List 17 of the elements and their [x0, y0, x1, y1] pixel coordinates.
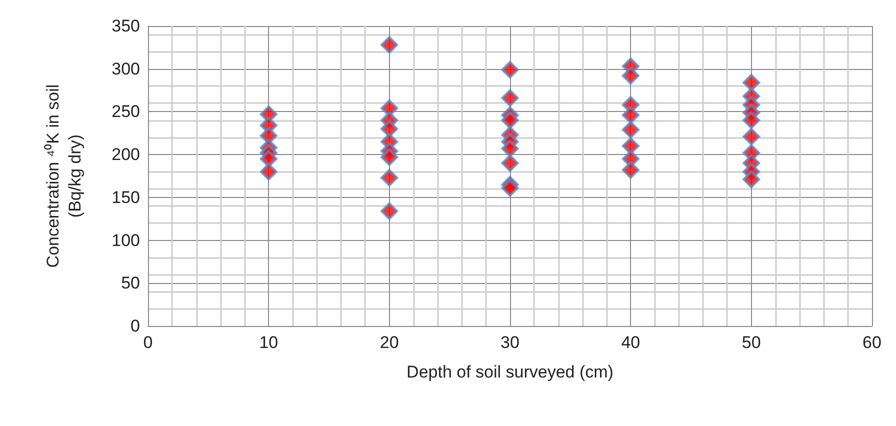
y-tick-label: 300 — [112, 59, 140, 78]
y-tick-label: 100 — [112, 230, 140, 250]
y-tick-label: 200 — [112, 145, 140, 164]
x-axis-title: Depth of soil surveyed (cm) — [406, 362, 614, 382]
y-tick-label: 150 — [112, 188, 140, 207]
x-tick-label: 50 — [742, 333, 761, 352]
y-axis-title: Concentration ⁴⁰K in soil (Bq/kg dry) — [44, 84, 84, 268]
x-tick-label: 30 — [500, 333, 520, 352]
x-tick-label: 0 — [143, 333, 153, 352]
x-tick-label: 60 — [862, 333, 882, 352]
y-tick-label: 350 — [112, 16, 140, 36]
y-tick-label: 50 — [121, 274, 140, 293]
x-tick-label: 40 — [621, 333, 640, 352]
x-tick-label: 10 — [259, 333, 278, 352]
x-tick-label: 20 — [380, 333, 399, 352]
y-tick-label: 250 — [112, 102, 140, 122]
y-tick-label: 0 — [130, 316, 140, 336]
